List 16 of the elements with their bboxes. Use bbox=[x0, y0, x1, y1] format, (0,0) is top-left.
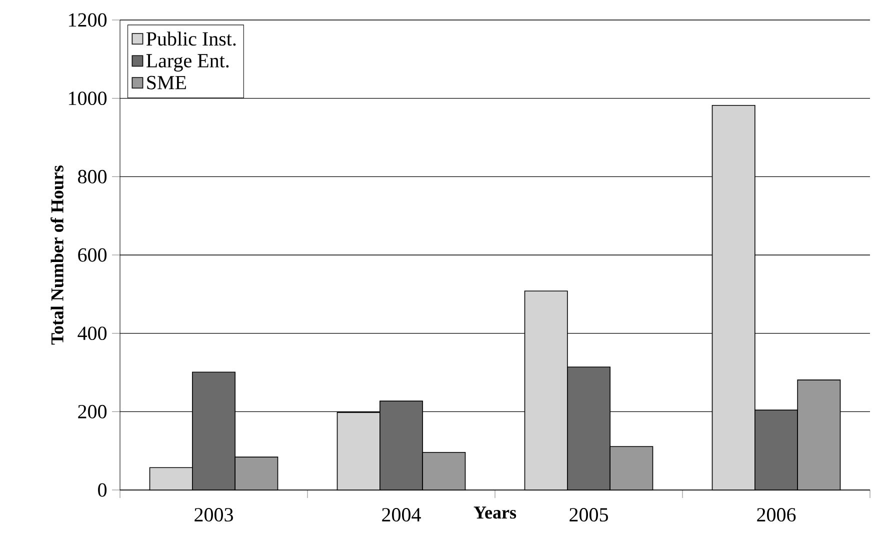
x-tick-label: 2006 bbox=[757, 508, 796, 522]
y-tick-label: 1200 bbox=[69, 13, 107, 27]
y-tick-label: 200 bbox=[78, 404, 107, 418]
y-tick-label: 400 bbox=[78, 326, 107, 340]
y-tick-label: 1000 bbox=[69, 92, 107, 106]
x-tick-label: 2003 bbox=[194, 508, 233, 522]
legend-label: SME bbox=[147, 76, 186, 90]
legend-label: Public Inst. bbox=[146, 32, 236, 46]
y-axis-title: Total Number of Hours bbox=[50, 166, 64, 345]
y-tick-label: 800 bbox=[78, 170, 107, 184]
x-axis-title: Years bbox=[474, 506, 516, 519]
x-tick-label: 2005 bbox=[570, 508, 608, 522]
x-tick-label: 2004 bbox=[382, 508, 421, 522]
y-tick-label: 0 bbox=[98, 483, 107, 497]
legend-label: Large Ent. bbox=[146, 54, 229, 72]
y-tick-label: 600 bbox=[78, 248, 107, 262]
